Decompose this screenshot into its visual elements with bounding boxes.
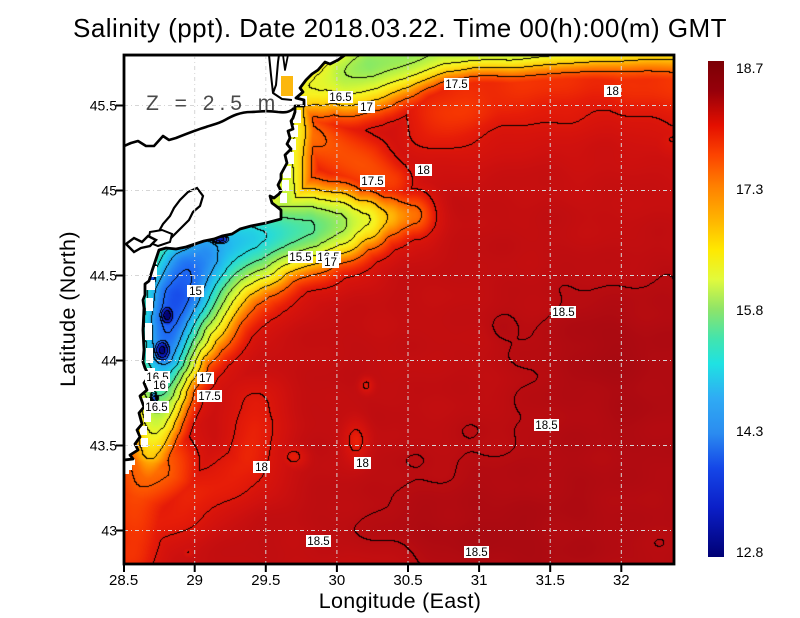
svg-text:43.5: 43.5 (90, 438, 117, 454)
svg-text:18.5: 18.5 (552, 307, 574, 319)
svg-text:31: 31 (471, 572, 488, 589)
svg-text:45.5: 45.5 (90, 98, 117, 114)
svg-text:15.5: 15.5 (289, 252, 311, 264)
svg-text:30.5: 30.5 (393, 572, 422, 589)
svg-text:17: 17 (360, 102, 373, 114)
svg-text:16.5: 16.5 (145, 402, 167, 414)
svg-text:29: 29 (186, 572, 203, 589)
svg-text:Longitude (East): Longitude (East) (319, 589, 482, 613)
svg-text:17.5: 17.5 (198, 391, 220, 403)
svg-text:30: 30 (329, 572, 346, 589)
svg-text:28.5: 28.5 (109, 572, 138, 589)
svg-text:18: 18 (255, 462, 268, 474)
svg-text:18.5: 18.5 (535, 420, 557, 432)
svg-text:16: 16 (153, 380, 166, 392)
svg-text:12.8: 12.8 (736, 544, 763, 560)
svg-text:18: 18 (417, 165, 430, 177)
svg-text:31.5: 31.5 (536, 572, 565, 589)
svg-text:45: 45 (101, 183, 117, 199)
svg-text:17.5: 17.5 (361, 176, 383, 188)
svg-text:Z = 2.5 m: Z = 2.5 m (146, 92, 280, 115)
svg-text:Salinity (ppt). Date 2018.03.2: Salinity (ppt). Date 2018.03.22. Time 00… (73, 13, 727, 43)
svg-text:15.8: 15.8 (736, 302, 763, 318)
svg-text:15: 15 (189, 286, 202, 298)
svg-text:18: 18 (606, 86, 619, 98)
svg-text:14.3: 14.3 (736, 423, 763, 439)
svg-text:43: 43 (101, 523, 117, 539)
svg-text:29.5: 29.5 (251, 572, 280, 589)
svg-text:Latitude (North): Latitude (North) (56, 231, 80, 387)
svg-text:17: 17 (199, 373, 212, 385)
svg-text:18.7: 18.7 (736, 60, 763, 76)
svg-text:16.5: 16.5 (329, 92, 351, 104)
svg-text:44.5: 44.5 (90, 268, 117, 284)
svg-text:18.5: 18.5 (465, 547, 487, 559)
svg-text:18: 18 (356, 458, 369, 470)
svg-text:32: 32 (613, 572, 630, 589)
svg-text:17: 17 (324, 257, 337, 269)
svg-text:17.3: 17.3 (736, 181, 763, 197)
svg-text:18.5: 18.5 (307, 536, 329, 548)
svg-text:44: 44 (101, 353, 117, 369)
svg-text:17.5: 17.5 (445, 79, 467, 91)
